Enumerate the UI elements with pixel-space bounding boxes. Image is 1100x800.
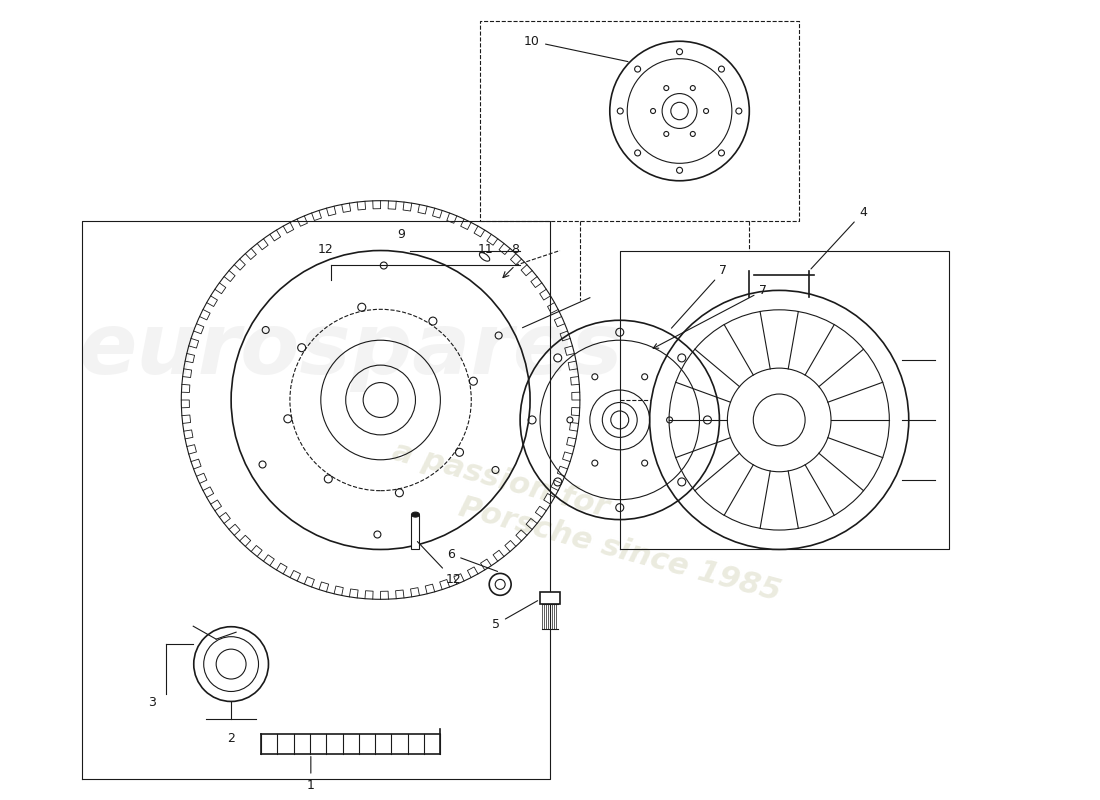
Text: 12: 12 — [318, 242, 333, 255]
Text: 6: 6 — [448, 548, 497, 571]
Text: 1: 1 — [307, 757, 315, 792]
Text: 4: 4 — [811, 206, 867, 269]
Text: 7: 7 — [653, 284, 768, 348]
Text: 10: 10 — [525, 34, 628, 62]
Text: a passion for: a passion for — [388, 437, 612, 522]
Text: 3: 3 — [148, 696, 156, 709]
Bar — [540, 592, 560, 604]
Text: 11: 11 — [477, 242, 493, 255]
Text: 9: 9 — [397, 227, 406, 241]
Ellipse shape — [411, 512, 419, 517]
Text: Porsche since 1985: Porsche since 1985 — [455, 493, 784, 606]
Text: 8: 8 — [512, 242, 519, 255]
Bar — [411, 514, 419, 550]
Text: 12: 12 — [417, 542, 461, 586]
Text: 2: 2 — [228, 732, 235, 745]
Text: 7: 7 — [671, 264, 727, 328]
Text: 5: 5 — [492, 601, 538, 630]
Text: eurospares: eurospares — [78, 309, 623, 392]
